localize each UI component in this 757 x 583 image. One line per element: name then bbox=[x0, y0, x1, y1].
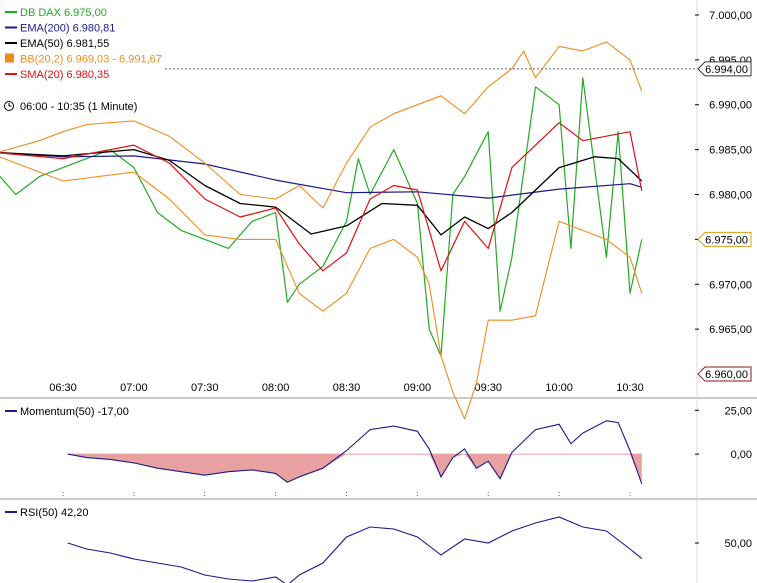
legend-label: SMA(20) 6.980,35 bbox=[20, 69, 109, 81]
x-tick-label: 07:00 bbox=[120, 382, 148, 394]
x-tick-label: 08:00 bbox=[262, 382, 290, 394]
momentum-legend: Momentum(50) -17,00 bbox=[5, 406, 129, 418]
price-marker-low-box bbox=[697, 366, 752, 382]
y-tick-label: 6.985,00 bbox=[709, 145, 752, 157]
series-ema-200 bbox=[0, 152, 642, 199]
time-range-label: 06:00 - 10:35 (1 Minute) bbox=[20, 101, 137, 113]
x-tick-label: 10:30 bbox=[616, 382, 644, 394]
momentum-y-tick-label: 0,00 bbox=[731, 449, 752, 461]
price-marker-top-box bbox=[697, 61, 752, 77]
legend: DB DAX 6.975,00 EMA(200) 6.980,81 EMA(50) … bbox=[5, 7, 162, 81]
price-marker-top-label: 6.994,00 bbox=[705, 64, 748, 76]
legend-label: EMA(50) 6.981,55 bbox=[20, 38, 109, 50]
main-series bbox=[0, 41, 643, 420]
legend-label: DB DAX 6.975,00 bbox=[20, 7, 107, 19]
rsi-legend-label: RSI(50) 42,20 bbox=[20, 507, 88, 519]
price-marker-current-label: 6.975,00 bbox=[705, 234, 748, 246]
y-tick-label: 6.965,00 bbox=[709, 324, 752, 336]
series-bb-upper bbox=[0, 41, 643, 209]
legend-swatch-bb bbox=[5, 53, 14, 63]
series-bb-lower bbox=[0, 156, 643, 420]
y-tick-label: 6.980,00 bbox=[709, 190, 752, 202]
time-range: 06:00 - 10:35 (1 Minute) bbox=[4, 101, 137, 113]
momentum-line bbox=[67, 420, 643, 485]
price-marker-current-box bbox=[697, 231, 752, 247]
x-tick-label: 07:30 bbox=[191, 382, 219, 394]
price-marker-low-label: 6.960,00 bbox=[705, 369, 748, 381]
rsi-y-tick-label: 50,00 bbox=[724, 538, 752, 550]
rsi-legend: RSI(50) 42,20 bbox=[5, 507, 88, 519]
momentum-negative-fill bbox=[67, 454, 642, 484]
x-tick-label: 09:00 bbox=[404, 382, 432, 394]
y-tick-label: 7.000,00 bbox=[709, 10, 752, 22]
momentum-panel: 25,00 0,00 bbox=[67, 405, 752, 485]
price-markers: 6.994,00 6.975,00 6.960,00 bbox=[165, 61, 752, 382]
legend-label: BB(20,2) 6.969,03 - 6.991,67 bbox=[20, 54, 162, 66]
x-gridlines bbox=[62, 492, 631, 498]
x-tick-label: 09:30 bbox=[474, 382, 502, 394]
y-tick-label: 6.990,00 bbox=[709, 100, 752, 112]
series-db-dax bbox=[0, 77, 643, 357]
momentum-y-tick-label: 25,00 bbox=[724, 405, 752, 417]
x-tick-label: 08:30 bbox=[333, 382, 361, 394]
series-sma-20 bbox=[0, 122, 643, 272]
x-tick-label: 10:00 bbox=[545, 382, 573, 394]
rsi-line bbox=[67, 516, 643, 583]
legend-label: EMA(200) 6.980,81 bbox=[20, 23, 115, 35]
x-axis: 06:30 07:00 07:30 08:00 08:30 09:00 09:30 10:00… bbox=[49, 382, 644, 394]
momentum-legend-label: Momentum(50) -17,00 bbox=[20, 406, 129, 418]
main-y-axis: 7.000,006.995,006.990,006.985,006.980,00… bbox=[695, 10, 752, 336]
x-tick-label: 06:30 bbox=[49, 382, 77, 394]
series-ema-50 bbox=[0, 148, 643, 236]
rsi-panel: 50,00 bbox=[67, 516, 752, 583]
clock-icon bbox=[4, 101, 14, 111]
y-tick-label: 6.970,00 bbox=[709, 279, 752, 291]
